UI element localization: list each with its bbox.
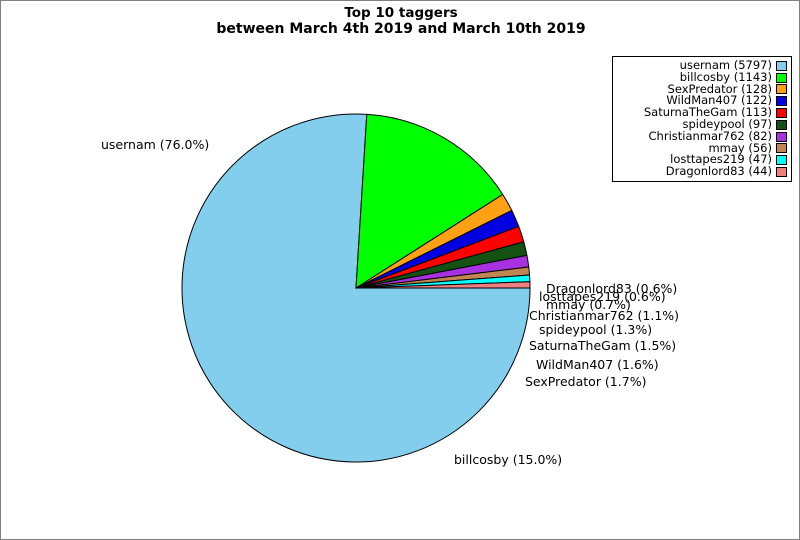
legend-color-swatch	[776, 84, 787, 95]
slice-label-wildman407: WildMan407 (1.6%)	[536, 357, 659, 372]
legend-color-swatch	[776, 155, 787, 166]
slice-label-dragonlord83: Dragonlord83 (0.6%)	[546, 281, 678, 296]
legend-item[interactable]: WildMan407 (122)	[617, 95, 787, 107]
legend-color-swatch	[776, 167, 787, 178]
legend-color-swatch	[776, 119, 787, 130]
legend-item-label: SexPredator (128)	[667, 81, 772, 96]
legend-item[interactable]: Christianmar762 (82)	[617, 128, 787, 143]
legend-item-label: losttapes219 (47)	[670, 152, 772, 167]
pie-slice[interactable]	[355, 113, 504, 289]
legend-item-label: mmay (56)	[708, 140, 772, 155]
slice-label-billcosby: billcosby (15.0%)	[454, 452, 563, 467]
slice-label-christianmar762: Christianmar762 (1.1%)	[529, 308, 680, 323]
legend-color-swatch	[776, 108, 787, 119]
chart-title: Top 10 taggers between March 4th 2019 an…	[1, 5, 799, 37]
legend-color-swatch	[776, 96, 787, 107]
legend: usernam (5797) billcosby (1143) SexPredato…	[612, 56, 792, 182]
pie-slice[interactable]	[355, 281, 531, 289]
legend-color-swatch	[776, 131, 787, 142]
legend-item-label: spideypool (97)	[682, 116, 773, 131]
pie-chart	[181, 113, 531, 463]
slice-label-usernam: usernam (76.0%)	[101, 137, 210, 152]
legend-item[interactable]: spideypool (97)	[617, 116, 787, 131]
legend-item-label: billcosby (1143)	[679, 69, 772, 84]
slice-label-spideypool: spideypool (1.3%)	[539, 322, 653, 337]
legend-item[interactable]: SaturnaTheGam (113)	[617, 105, 787, 120]
slice-label-mmay: mmay (0.7%)	[546, 297, 631, 312]
legend-item[interactable]: usernam (5797)	[617, 58, 787, 72]
slice-label-sexpredator: SexPredator (1.7%)	[525, 374, 647, 389]
legend-item-label: usernam (5797)	[679, 58, 772, 72]
legend-color-swatch	[776, 60, 787, 71]
legend-color-swatch	[776, 143, 787, 154]
pie-slice[interactable]	[181, 113, 531, 463]
legend-item-label: Christianmar762 (82)	[648, 128, 772, 143]
legend-item[interactable]: SexPredator (128)	[617, 81, 787, 96]
chart-title-line1: Top 10 taggers	[344, 5, 458, 21]
pie-slices	[181, 113, 531, 463]
legend-item-label: Dragonlord83 (44)	[665, 164, 772, 179]
legend-item[interactable]: mmay (56)	[617, 140, 787, 155]
legend-color-swatch	[776, 72, 787, 83]
legend-item[interactable]: Dragonlord83 (44)	[617, 164, 787, 179]
chart-title-line2: between March 4th 2019 and March 10th 20…	[216, 21, 586, 37]
legend-rows: usernam (5797) billcosby (1143) SexPredato…	[617, 58, 787, 179]
legend-item-label: SaturnaTheGam (113)	[643, 105, 772, 120]
slice-label-losttapes219: losttapes219 (0.6%)	[539, 289, 666, 304]
slice-label-saturnathegam: SaturnaTheGam (1.5%)	[529, 338, 677, 353]
legend-item[interactable]: losttapes219 (47)	[617, 154, 787, 166]
pie-svg	[181, 113, 531, 463]
legend-item-label: WildMan407 (122)	[666, 93, 772, 108]
legend-item[interactable]: billcosby (1143)	[617, 69, 787, 84]
